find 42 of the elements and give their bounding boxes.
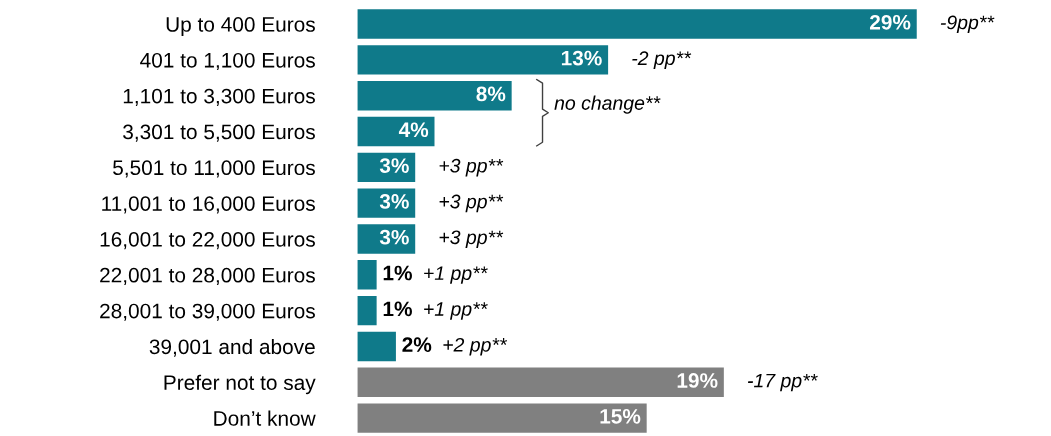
y-tick-label: Prefer not to say xyxy=(164,374,316,395)
annotation: +2 pp** xyxy=(443,337,508,356)
y-tick-label: 3,301 to 5,500 Euros xyxy=(123,124,315,142)
y-tick-label: Don’t know xyxy=(214,410,316,426)
annotation: -17 pp** xyxy=(747,373,818,392)
data-label: 8% xyxy=(476,86,506,102)
data-label: 13% xyxy=(561,50,602,66)
annotation: +1 pp** xyxy=(424,266,488,284)
y-tick-label: 1,101 to 3,300 Euros xyxy=(123,88,315,106)
data-label: 29% xyxy=(869,14,911,30)
data-label: 3% xyxy=(379,158,409,173)
data-label: 19% xyxy=(677,373,718,388)
data-label: 1% xyxy=(383,301,412,317)
y-tick-label: 16,001 to 22,000 Euros xyxy=(100,231,315,250)
annotation: -9pp** xyxy=(940,15,995,34)
y-tick-label: Up to 400 Euros xyxy=(166,17,315,36)
annotation: +3 pp** xyxy=(439,194,504,213)
bar xyxy=(357,45,609,75)
y-tick-label: 11,001 to 16,000 Euros xyxy=(102,196,315,214)
bar xyxy=(357,403,647,433)
y-tick-label: 28,001 to 39,000 Euros xyxy=(100,303,315,321)
y-tick-label: 39,001 and above xyxy=(149,338,315,357)
annotation: +3 pp** xyxy=(439,230,504,249)
annotation: +1 pp** xyxy=(424,302,488,320)
annotation: +3 pp** xyxy=(439,158,504,177)
y-tick-label: 5,501 to 11,000 Euros xyxy=(113,160,315,178)
bar xyxy=(357,81,512,111)
bar xyxy=(357,260,377,290)
data-label: 4% xyxy=(398,122,429,138)
data-label: 3% xyxy=(379,194,409,209)
bar xyxy=(357,295,377,326)
data-label: 3% xyxy=(379,229,409,245)
bar xyxy=(357,9,917,39)
annotation: no change** xyxy=(554,95,661,114)
y-tick-label: 22,001 to 28,000 Euros xyxy=(100,267,315,286)
data-label: 2% xyxy=(402,337,432,352)
bar xyxy=(357,367,724,397)
annotation: -2 pp** xyxy=(632,51,692,69)
bar xyxy=(357,331,396,362)
data-label: 1% xyxy=(383,265,412,281)
y-tick-label: 401 to 1,100 Euros xyxy=(140,52,315,71)
data-label: 15% xyxy=(600,408,641,424)
